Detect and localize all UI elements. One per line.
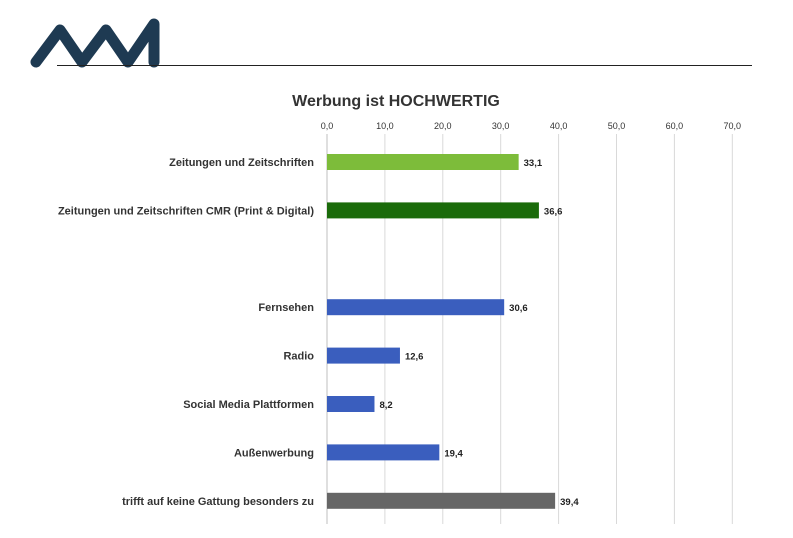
data-label: 39,4: [560, 497, 579, 508]
category-label: Radio: [283, 351, 314, 363]
x-tick-label: 10,0: [376, 121, 394, 131]
chart-gridlines: [326, 134, 733, 524]
header-divider: [57, 65, 752, 66]
bar: [327, 347, 400, 364]
x-axis-ticks: 0,0 10,0 20,0 30,0 40,0 50,0 60,0 70,0: [321, 121, 741, 131]
category-labels: Zeitungen und Zeitschriften Zeitungen und…: [58, 157, 314, 508]
bar: [327, 154, 519, 170]
ma-logo: [30, 18, 160, 68]
data-labels: 33,1 36,6 30,6 12,6 8,2 19,4 39,4: [379, 158, 579, 508]
bar: [327, 396, 375, 412]
chart-title: Werbung ist HOCHWERTIG: [292, 93, 500, 110]
x-tick-label: 50,0: [608, 121, 626, 131]
x-tick-label: 70,0: [724, 121, 742, 131]
bar: [327, 492, 556, 509]
x-tick-label: 30,0: [492, 121, 510, 131]
data-label: 12,6: [405, 352, 424, 363]
data-label: 33,1: [524, 158, 543, 169]
category-label: Zeitungen und Zeitschriften CMR (Print &…: [58, 205, 314, 217]
category-label: Social Media Plattformen: [183, 399, 314, 411]
data-label: 30,6: [509, 303, 528, 314]
bar: [327, 444, 440, 461]
ma-logo-icon: [30, 18, 160, 68]
x-tick-label: 60,0: [666, 121, 684, 131]
category-label: Außenwerbung: [234, 447, 314, 459]
bar: [327, 299, 505, 316]
category-label: Fernsehen: [258, 302, 314, 314]
data-label: 36,6: [544, 206, 563, 217]
category-label: trifft auf keine Gattung besonders zu: [122, 496, 314, 508]
category-label: Zeitungen und Zeitschriften: [169, 157, 314, 169]
x-tick-label: 0,0: [321, 121, 334, 131]
data-label: 8,2: [379, 400, 392, 411]
data-label: 19,4: [444, 448, 463, 459]
x-tick-label: 20,0: [434, 121, 452, 131]
chart-bars: [327, 154, 556, 509]
bar: [327, 202, 539, 219]
x-tick-label: 40,0: [550, 121, 568, 131]
